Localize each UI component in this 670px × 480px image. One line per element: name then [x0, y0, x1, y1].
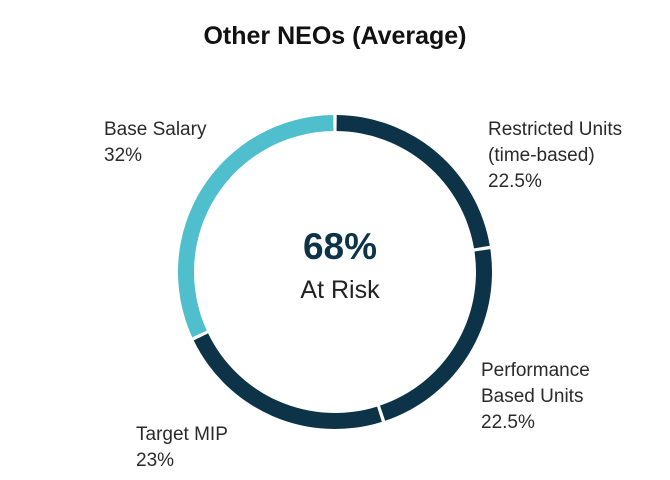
- donut-slice-performance-based-units: [380, 249, 492, 421]
- donut-slice-target-mip: [193, 333, 382, 430]
- slice-label-restricted-units: Restricted Units (time-based) 22.5%: [488, 117, 622, 195]
- chart-title: Other NEOs (Average): [203, 22, 467, 50]
- slice-value: 23%: [136, 450, 175, 471]
- center-value: 68%: [302, 226, 378, 267]
- slice-label-line: Based Units: [481, 386, 584, 407]
- slice-label-line: Target MIP: [136, 424, 228, 445]
- donut-slice-restricted-units-time-based: [336, 115, 490, 249]
- slice-label-line: (time-based): [488, 145, 595, 166]
- donut-slice-base-salary: [178, 115, 334, 338]
- slice-label-line: Performance: [481, 360, 590, 381]
- slice-label-line: Base Salary: [104, 119, 207, 140]
- slice-label-target-mip: Target MIP 23%: [136, 422, 228, 474]
- slice-label-line: Restricted Units: [488, 119, 623, 140]
- slice-label-performance-based-units: Performance Based Units 22.5%: [481, 358, 590, 436]
- slice-value: 32%: [104, 145, 143, 166]
- center-caption: At Risk: [300, 276, 380, 304]
- slice-value: 22.5%: [488, 171, 542, 192]
- slice-value: 22.5%: [481, 412, 535, 433]
- slice-label-base-salary: Base Salary 32%: [104, 117, 206, 169]
